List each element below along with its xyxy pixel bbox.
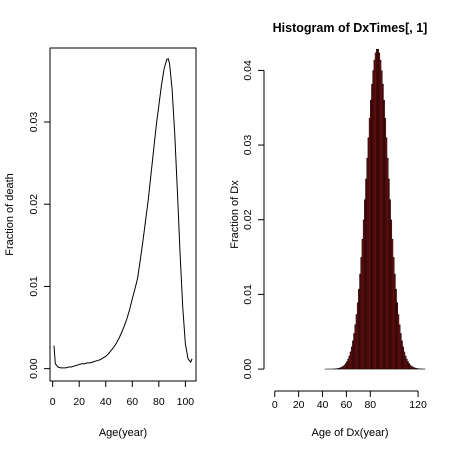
- right-x-tick-label: 80: [364, 399, 376, 411]
- left-plot-box: [50, 48, 196, 381]
- right-x-axis-title: Age of Dx(year): [311, 427, 388, 439]
- left-x-axis-title: Age(year): [99, 427, 147, 439]
- right-y-axis-title: Fraction of Dx: [229, 180, 241, 249]
- left-x-axis: 0 20 40 60 80 100: [50, 381, 195, 408]
- left-x-tick-label: 100: [177, 396, 195, 408]
- right-x-tick-label: 60: [341, 399, 353, 411]
- right-y-tick-label: 0.03: [242, 135, 254, 156]
- right-y-axis: 0.00 0.01 0.02 0.03 0.04: [242, 60, 264, 379]
- right-y-tick-label: 0.01: [242, 284, 254, 305]
- left-y-tick-label: 0.03: [28, 112, 40, 133]
- left-x-tick-label: 40: [100, 396, 112, 408]
- left-series-line: [54, 59, 192, 368]
- left-y-tick-label: 0.00: [28, 358, 40, 379]
- left-y-tick-label: 0.02: [28, 194, 40, 215]
- right-x-tick-label: 40: [317, 399, 329, 411]
- left-x-tick-label: 0: [50, 396, 56, 408]
- right-histogram-bars: [325, 49, 425, 369]
- left-x-tick-label: 80: [153, 396, 165, 408]
- right-x-axis: 0 20 40 60 80 120: [272, 391, 427, 411]
- left-y-axis-title: Fraction of death: [4, 173, 16, 256]
- right-x-tick-label: 20: [293, 399, 305, 411]
- left-x-tick-label: 60: [126, 396, 138, 408]
- right-x-tick-label: 0: [272, 399, 278, 411]
- right-chart-title: Histogram of DxTimes[, 1]: [273, 21, 428, 35]
- right-panel: Histogram of DxTimes[, 1] 0 20 40 60 80 120 0…: [229, 21, 427, 439]
- left-y-tick-label: 0.01: [28, 276, 40, 297]
- right-y-tick-label: 0.04: [242, 60, 254, 81]
- right-y-tick-label: 0.02: [242, 209, 254, 230]
- right-x-tick-label: 120: [409, 399, 427, 411]
- right-y-tick-label: 0.00: [242, 359, 254, 380]
- left-y-axis: 0.00 0.01 0.02 0.03: [28, 112, 50, 379]
- left-x-tick-label: 20: [73, 396, 85, 408]
